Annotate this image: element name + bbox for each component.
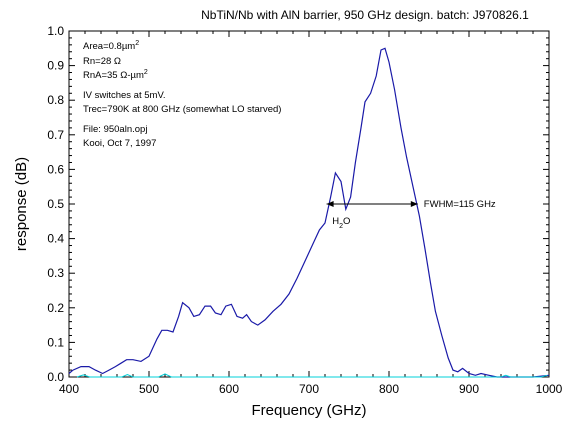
y-tick-label: 1.0 [47,24,64,38]
note-line: Rn=28 Ω [83,56,121,67]
note-line: IV switches at 5mV. [83,90,166,101]
y-tick-label: 0.5 [47,197,64,211]
x-tick-label: 1000 [536,382,563,396]
y-tick-label: 0.7 [47,128,64,142]
x-tick-label: 600 [219,382,239,396]
annotation-layer: FWHM=115 GHz H2O [326,199,496,230]
x-tick-label: 400 [59,382,79,396]
series-layer [68,47,550,378]
note-line: RnA=35 Ω-µm2 [83,69,148,81]
x-axis-label: Frequency (GHz) [251,402,366,419]
note-line: Kooi, Oct 7, 1997 [83,138,156,149]
y-axis-label: response (dB) [13,157,30,251]
x-tick-label: 500 [139,382,159,396]
note-line: Trec=790K at 800 GHz (somewhat LO starve… [83,104,281,115]
y-tick-label: 0.3 [47,266,64,280]
y-tick-label: 0.9 [47,59,64,73]
fwhm-label: FWHM=115 GHz [424,199,496,210]
x-tick-label: 700 [299,382,319,396]
y-tick-label: 0.4 [47,232,64,246]
y-tick-label: 0.0 [47,370,64,384]
y-tick-label: 0.8 [47,93,64,107]
fwhm-arrowhead-right [410,201,418,207]
series-line-1 [68,47,550,378]
h2o-label: H2O [332,216,350,230]
series-line-2 [76,373,548,378]
fwhm-arrowhead-left [326,201,334,207]
chart-title: NbTiN/Nb with AlN barrier, 950 GHz desig… [201,8,529,22]
x-tick-label: 800 [379,382,399,396]
y-tick-label: 0.1 [47,335,64,349]
y-tick-label: 0.2 [47,301,64,315]
note-line: Area=0.8µm2 [83,40,139,52]
notes-block: Area=0.8µm2 Rn=28 Ω RnA=35 Ω-µm2 IV switche… [83,40,281,149]
x-axis: 400 500 600 700 800 900 1000 [59,31,563,396]
y-axis: 0.0 0.1 0.2 0.3 0.4 0.5 0.6 0.7 0.8 0.9 1.0 [47,24,549,384]
note-line: File: 950aln.opj [83,124,147,135]
x-tick-label: 900 [459,382,479,396]
y-tick-label: 0.6 [47,162,64,176]
